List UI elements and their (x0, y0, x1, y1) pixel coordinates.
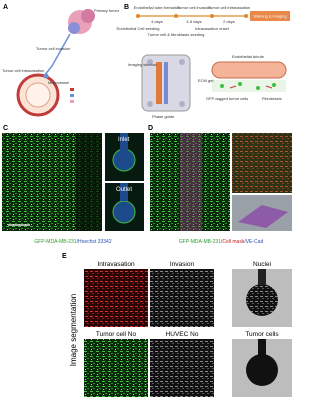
timeline-top: Endothelial tube formation (134, 5, 180, 10)
timeline-top: Tumor cell intravasation (208, 5, 250, 10)
inlet-bulb (112, 148, 136, 172)
panel-label: A (3, 4, 8, 11)
annotation: ECM gel (198, 78, 213, 83)
timeline (136, 11, 290, 21)
zoom-image (232, 133, 292, 193)
tile-title: Nuclei (253, 261, 271, 268)
annotation: GFP-tagged tumor cells (206, 96, 248, 101)
inset-label: Outlet (116, 187, 132, 193)
caption-part: /VE-Cad (244, 239, 263, 245)
timeline-bottom: Tumor cell & fibroblasts seeding (148, 32, 205, 37)
tile-title: Tumor cells (245, 331, 279, 338)
inset-label: Inlet (118, 137, 130, 143)
device-illustration (141, 54, 287, 112)
micrograph-shade (76, 133, 102, 231)
tumor-illustration (16, 9, 95, 117)
caption: GFP-MDA-MB-231/Hoechst 33342 (34, 239, 111, 245)
channel (258, 269, 266, 285)
end-box-label: Staining & imaging (253, 14, 286, 19)
caption-part: GFP-MDA-MB-231 (179, 239, 221, 245)
side-title: Image segmentation (69, 294, 78, 367)
vessel-overlay (180, 133, 202, 231)
duration: 2 days (223, 19, 235, 24)
caption-part: /Cell mask (221, 239, 245, 245)
tile (84, 339, 148, 397)
timeline-top: Tumor cell invasion (177, 5, 211, 10)
bulb (246, 284, 278, 316)
tile (150, 269, 214, 327)
micrograph (150, 133, 230, 231)
channel (258, 339, 266, 355)
annotation: Primary tumor (94, 8, 120, 13)
caption: GFP-MDA-MB-231/Cell mask/VE-Cad (179, 239, 264, 245)
timeline-bottom: Intravasation onset (195, 26, 230, 31)
tile-title: HUVEC No (166, 331, 199, 338)
panel-label: C (3, 125, 8, 132)
outlet-channel (120, 183, 128, 201)
timeline-bottom: Endothelial Cell seeding (117, 26, 160, 31)
annotation: Fibroblasts (262, 96, 282, 101)
tile (84, 269, 148, 327)
figure: A Primary tumor Tumor cell invasion Tumo… (2, 4, 292, 397)
zoom-tint (232, 133, 292, 193)
annotation: Microvessel (48, 80, 69, 85)
annotation: Phase guide (152, 114, 175, 119)
inlet-channel (120, 133, 128, 150)
outlet-bulb (112, 200, 136, 224)
caption-part: /Hoechst 33342 (77, 239, 112, 245)
tile-title: Tumor cell No (96, 331, 137, 338)
duration: 4 days (151, 19, 163, 24)
panel-label: E (62, 253, 67, 260)
render-shape (238, 205, 288, 228)
annotation: Tumor cell intravasation (2, 68, 44, 73)
tile-title: Invasion (170, 261, 195, 268)
annotation: Imaging window (128, 62, 157, 67)
tile (150, 339, 214, 397)
panel-label: B (124, 4, 129, 11)
tile-title: Intravasation (97, 261, 135, 268)
caption-part: GFP-MDA-MB-231 (34, 239, 76, 245)
panel-label: D (148, 125, 153, 132)
annotation: Tumor cell invasion (36, 46, 70, 51)
duration: 4-5 days (186, 19, 201, 24)
bulb (246, 354, 278, 386)
annotation: Endothelial tubule (232, 54, 265, 59)
